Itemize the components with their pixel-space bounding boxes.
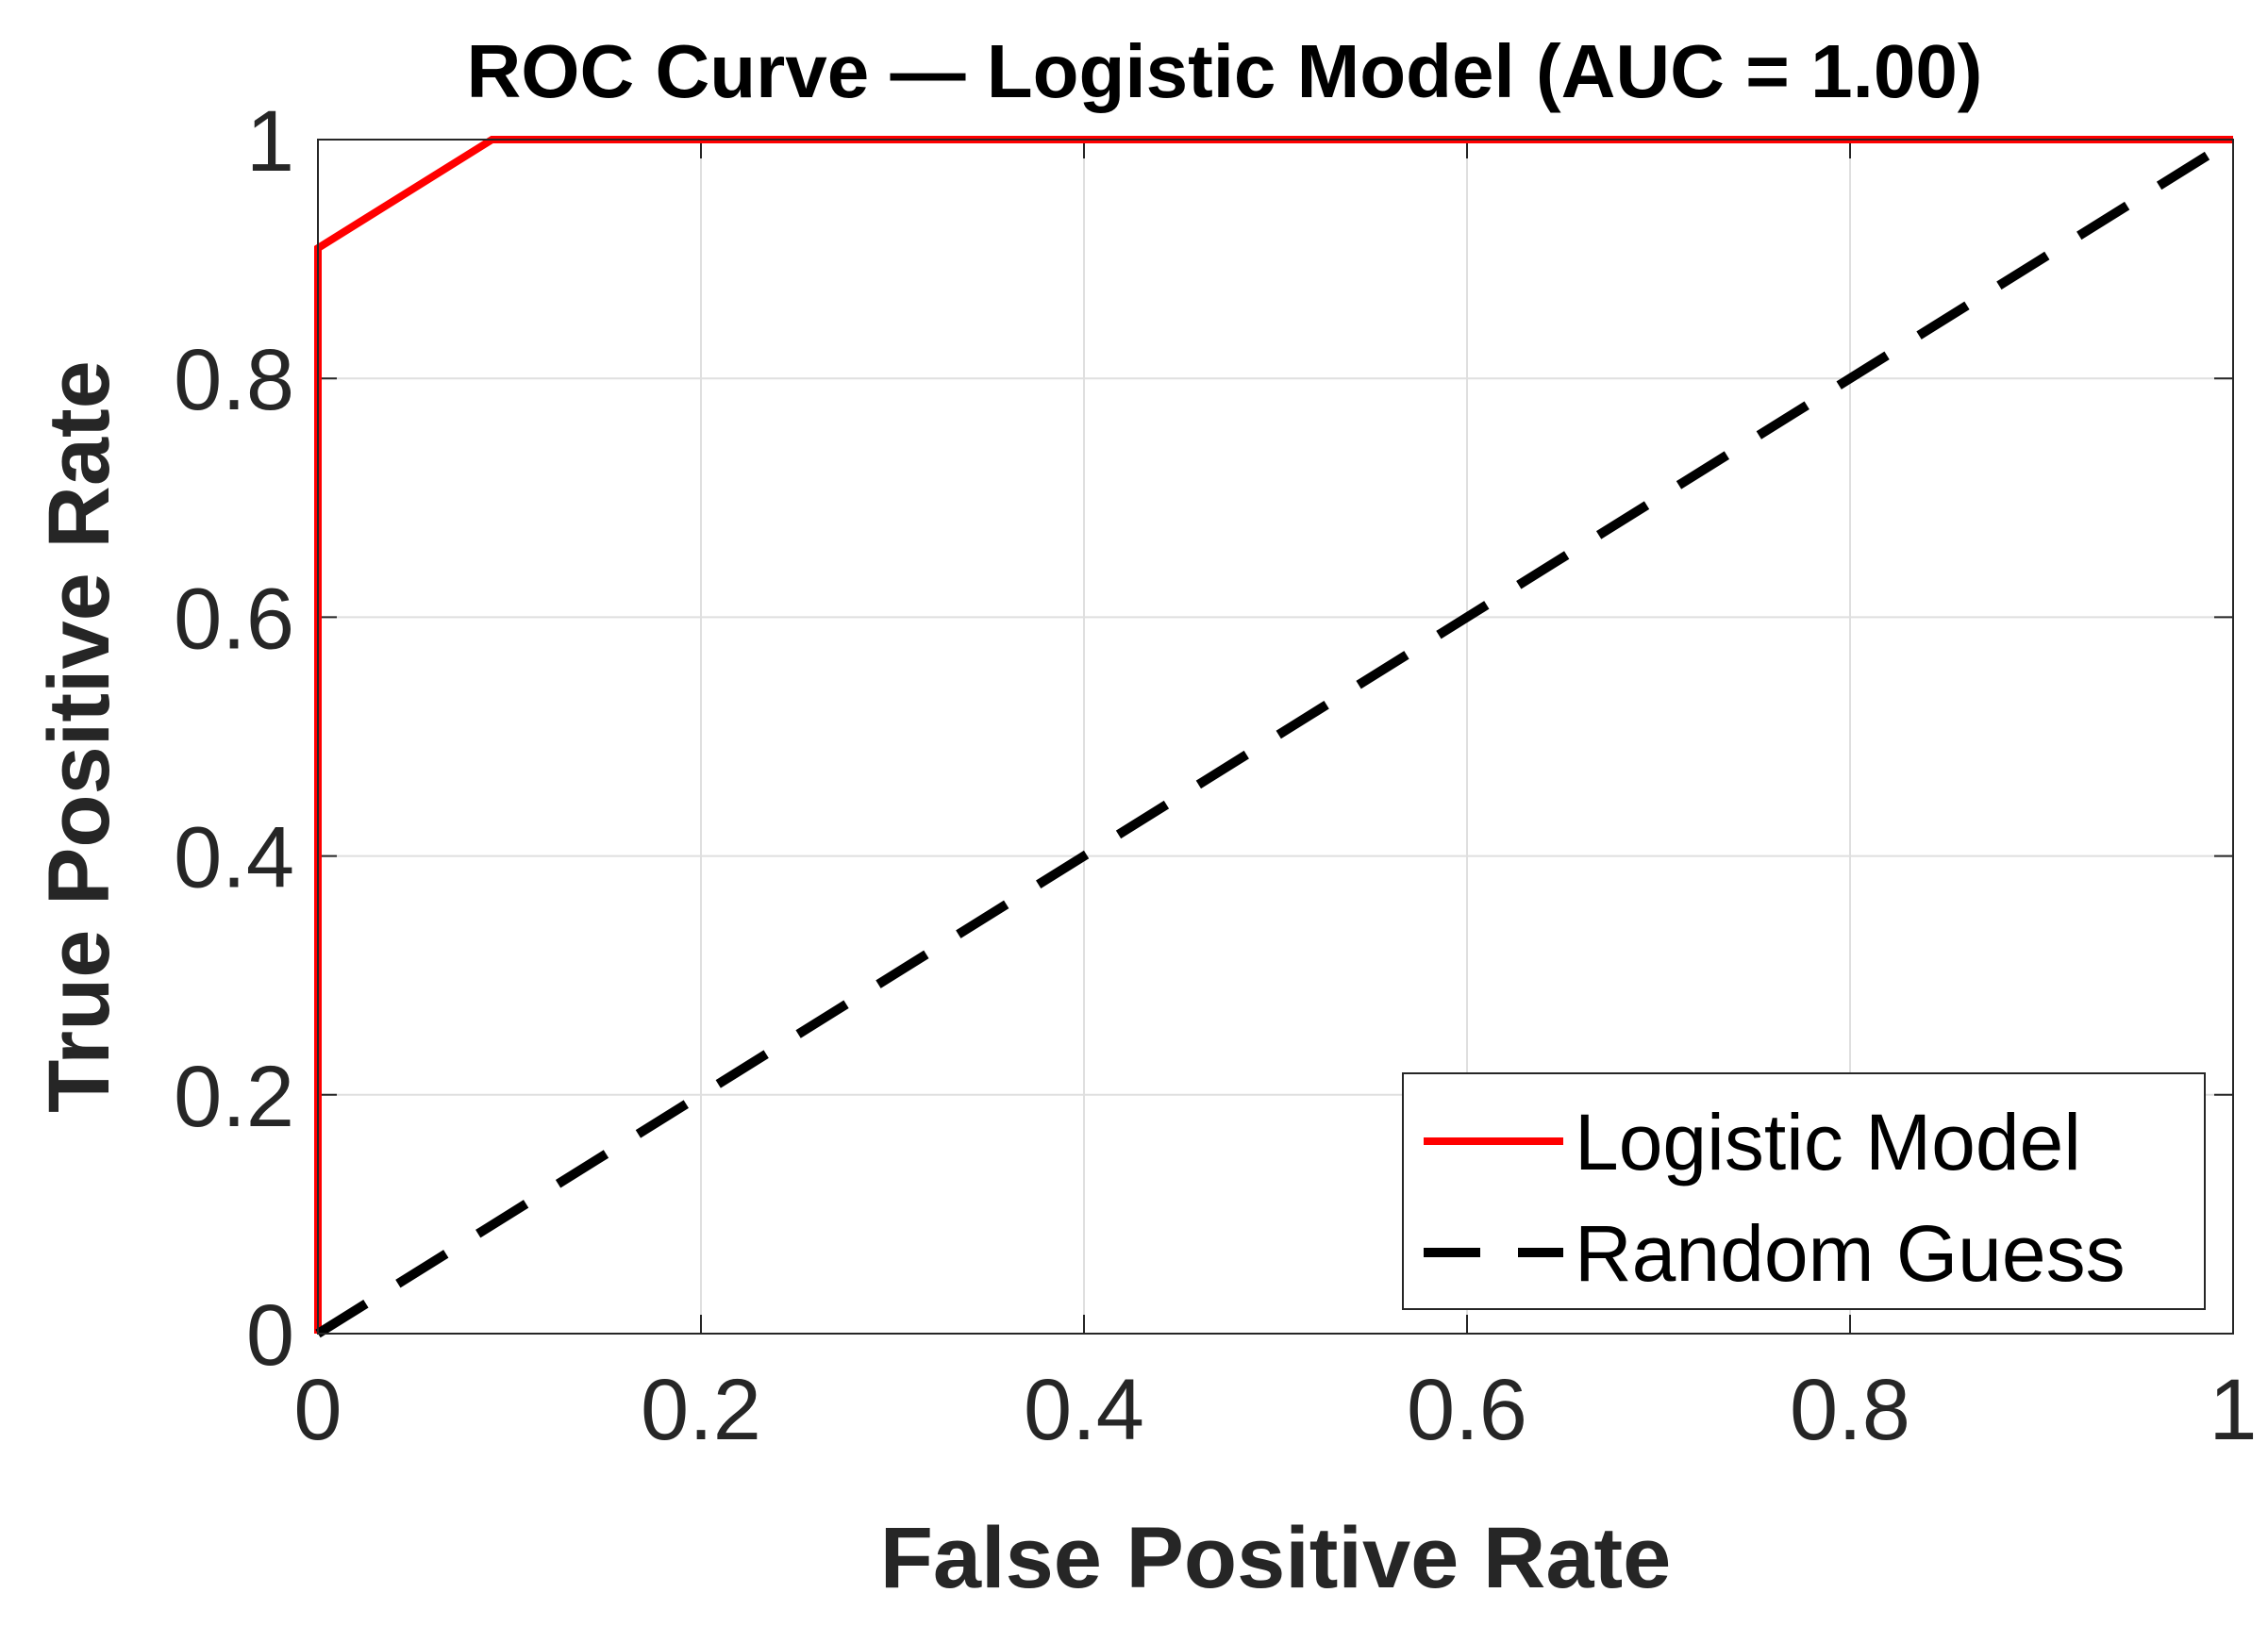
x-tick-label: 1 bbox=[2209, 1362, 2257, 1458]
x-tick-label: 0 bbox=[293, 1362, 342, 1458]
y-tick-label: 0.2 bbox=[174, 1049, 294, 1145]
legend-label-logistic-model: Logistic Model bbox=[1575, 1098, 2081, 1186]
y-tick-label: 0 bbox=[246, 1287, 294, 1384]
legend-label-random-guess: Random Guess bbox=[1575, 1209, 2126, 1298]
x-tick-label: 0.4 bbox=[1024, 1362, 1144, 1458]
legend: Logistic Model Random Guess bbox=[1402, 1072, 2206, 1310]
x-axis-label: False Positive Rate bbox=[880, 1510, 1672, 1606]
y-tick-label: 1 bbox=[246, 93, 294, 190]
plot-frame bbox=[317, 139, 2234, 1335]
y-tick-label: 0.6 bbox=[174, 571, 294, 667]
y-axis-label: True Positive Rate bbox=[31, 360, 127, 1113]
x-tick-label: 0.8 bbox=[1790, 1362, 1910, 1458]
chart-title: ROC Curve — Logistic Model (AUC = 1.00) bbox=[467, 29, 1983, 113]
y-tick-label: 0.8 bbox=[174, 332, 294, 428]
y-tick-label: 0.4 bbox=[174, 810, 294, 906]
x-tick-label: 0.2 bbox=[641, 1362, 761, 1458]
legend-box bbox=[1402, 1072, 2206, 1310]
x-tick-label: 0.6 bbox=[1407, 1362, 1527, 1458]
tick-labels: 0 0.2 0.4 0.6 0.8 1 0 0.2 0.4 0.6 0.8 1 bbox=[174, 93, 2257, 1458]
